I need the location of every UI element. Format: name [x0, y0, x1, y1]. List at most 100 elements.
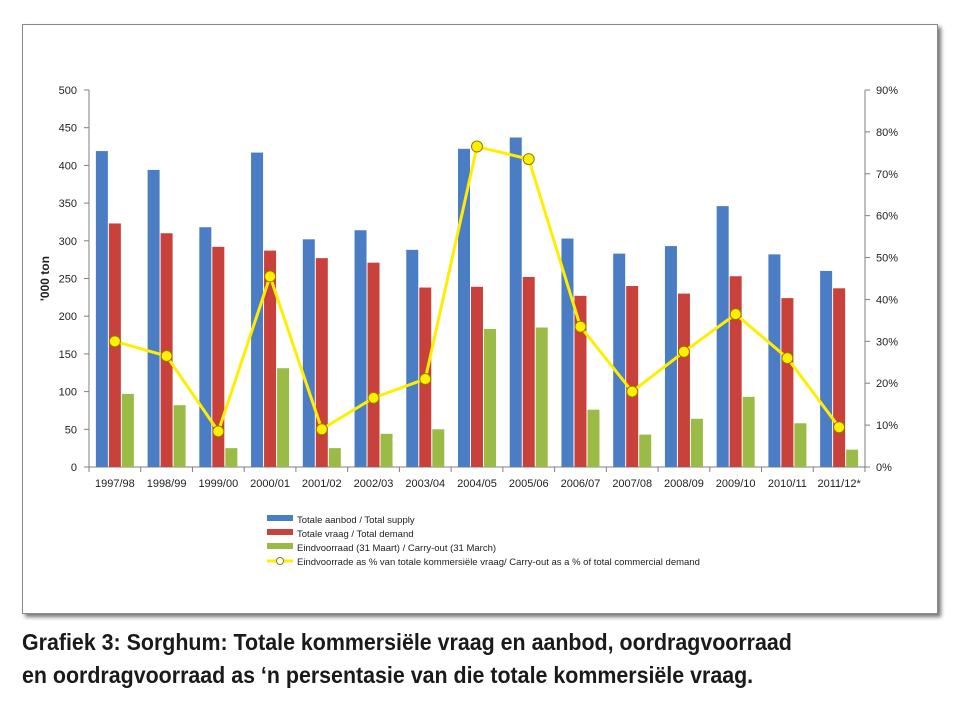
line-point [522, 153, 535, 166]
bar [639, 434, 652, 467]
line-point [574, 320, 587, 333]
x-tick-label: 2009/10 [716, 478, 756, 490]
bar [121, 393, 134, 467]
bar [147, 169, 160, 467]
line-point [212, 425, 225, 438]
y2-tick-label: 30% [876, 336, 898, 348]
bar [484, 329, 496, 467]
bar [742, 396, 755, 467]
bar [212, 246, 225, 467]
y-tick-label: 350 [59, 198, 77, 210]
bars [95, 137, 859, 467]
line-point [781, 352, 794, 365]
y2-tick-label: 10% [876, 420, 898, 432]
x-tick-label: 2003/04 [405, 478, 445, 490]
x-tick-label: 2004/05 [457, 478, 497, 490]
x-tick-label: 2002/03 [354, 478, 394, 490]
y-tick-label: 100 [59, 387, 77, 399]
bar [471, 286, 483, 467]
y2-tick-label: 0% [876, 462, 892, 474]
bar [367, 262, 380, 467]
bar [664, 246, 677, 467]
y2-tick-label: 40% [876, 294, 898, 306]
bar [574, 295, 587, 467]
bar [820, 270, 833, 467]
y2-tick-label: 90% [876, 85, 898, 97]
x-tick-label: 2011/12* [818, 478, 862, 490]
legend-swatch [267, 529, 293, 535]
x-tick-label: 2005/06 [509, 478, 549, 490]
x-tick-label: 2000/01 [250, 478, 290, 490]
y2-tick-label: 50% [876, 253, 898, 265]
chart-frame: 0 50 100 150 200 250 300 350 400 450 500 0% 10% 20% 30… [22, 24, 938, 614]
y-tick-label: 50 [65, 424, 77, 436]
bar [354, 230, 367, 467]
bar [781, 298, 794, 467]
bar [380, 433, 393, 467]
caption-line-2: en oordragvoorraad as ‘n persentasie van… [22, 662, 754, 688]
legend: Totale aanbod / Total supply Totale vraag… [267, 515, 700, 568]
bar [509, 137, 522, 467]
bar [535, 327, 548, 467]
bar [716, 206, 729, 467]
bar [277, 368, 290, 467]
x-tick-label: 2006/07 [561, 478, 601, 490]
y-tick-label: 400 [59, 160, 77, 172]
axis-labels: 0 50 100 150 200 250 300 350 400 450 500 0% 10% 20% 30… [38, 85, 898, 490]
legend-label: Eindvoorraad (31 Maart) / Carry-out (31 … [297, 543, 496, 554]
legend-swatch [267, 515, 293, 521]
x-tick-label: 1999/00 [198, 478, 238, 490]
x-tick-label: 2008/09 [664, 478, 704, 490]
y2-tick-label: 20% [876, 378, 898, 390]
legend-label: Totale vraag / Total demand [297, 529, 414, 540]
bar [199, 227, 212, 467]
y-tick-label: 500 [59, 85, 77, 97]
x-tick-label: 2007/08 [612, 478, 652, 490]
legend-swatch [267, 543, 293, 549]
line-point [315, 423, 328, 436]
y-tick-label: 200 [59, 311, 77, 323]
bar [251, 152, 264, 467]
bar [613, 253, 626, 467]
y-axis-label: '000 ton [38, 256, 52, 301]
y-tick-label: 300 [59, 236, 77, 248]
percentage-line [108, 140, 846, 438]
y-tick-label: 150 [59, 349, 77, 361]
bar [315, 258, 328, 467]
legend-swatch-marker [276, 557, 284, 565]
bar [328, 448, 341, 467]
line-point [729, 308, 742, 321]
bar [264, 250, 277, 467]
y-tick-label: 250 [59, 274, 77, 286]
line-point [419, 373, 432, 386]
x-tick-label: 2010/11 [768, 478, 807, 490]
bar [794, 423, 807, 467]
bar [302, 239, 315, 467]
x-tick-label: 1998/99 [147, 478, 187, 490]
bar [677, 293, 690, 467]
legend-label: Totale aanbod / Total supply [297, 515, 415, 526]
bar [729, 276, 742, 467]
bar [432, 429, 445, 467]
bar [690, 418, 703, 467]
y2-tick-label: 60% [876, 211, 898, 223]
line-point [833, 421, 846, 434]
chart: 0 50 100 150 200 250 300 350 400 450 500 0% 10% 20% 30… [38, 85, 898, 568]
line-point [264, 270, 277, 283]
bar [522, 276, 535, 467]
x-tick-label: 2001/02 [302, 478, 342, 490]
bar [173, 405, 186, 467]
y-tick-label: 0 [71, 462, 77, 474]
line-point [108, 335, 121, 348]
y2-tick-label: 70% [876, 169, 898, 181]
x-tick-label: 1997/98 [95, 478, 135, 490]
caption-line-1: Grafiek 3: Sorghum: Totale kommersiële v… [22, 629, 792, 655]
bar [833, 288, 846, 467]
bar [406, 249, 419, 467]
bar [846, 449, 859, 467]
line-point [626, 385, 639, 398]
bar [768, 254, 781, 467]
y2-tick-label: 80% [876, 127, 898, 139]
line-point [367, 391, 380, 404]
line-point [677, 345, 690, 358]
